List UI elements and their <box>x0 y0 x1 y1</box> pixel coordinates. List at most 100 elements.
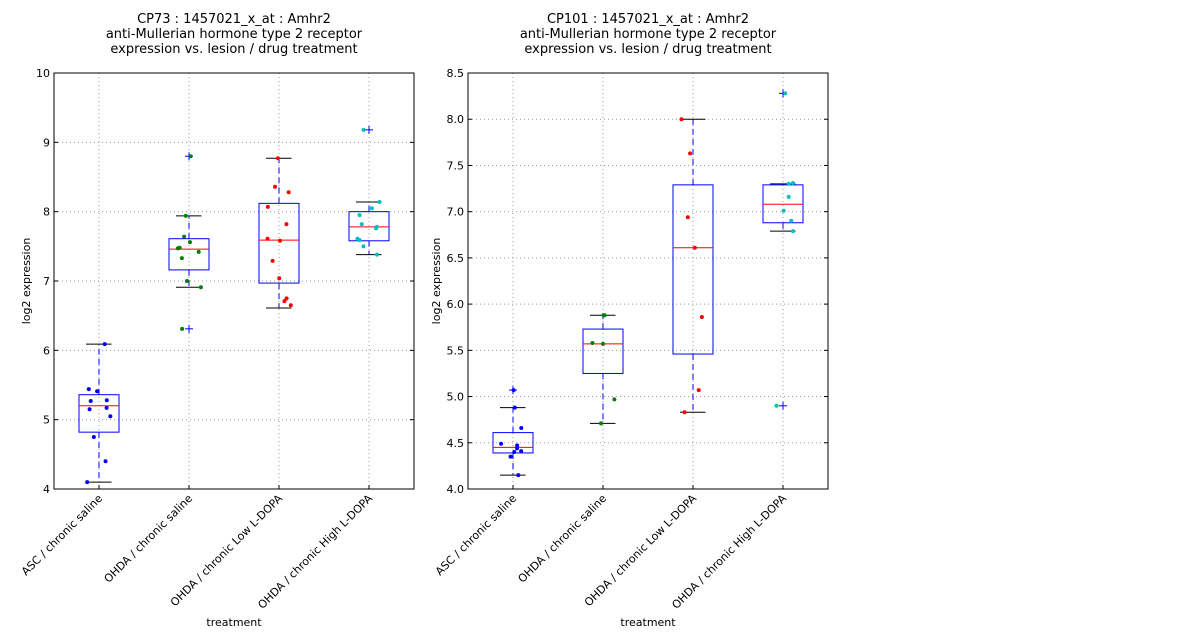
data-point <box>519 425 524 430</box>
y-tick-label: 6.5 <box>447 252 465 265</box>
data-point <box>696 388 701 393</box>
box-iqr <box>258 202 300 284</box>
y-tick-label: 4 <box>43 483 50 496</box>
data-point <box>516 473 521 478</box>
data-point <box>374 252 379 257</box>
data-point <box>361 244 366 249</box>
data-point <box>86 387 91 392</box>
data-point <box>102 342 107 347</box>
data-point <box>783 91 788 96</box>
data-point <box>357 238 362 243</box>
data-point <box>373 226 378 231</box>
box-group <box>78 342 120 485</box>
x-tick-label: OHDA / chronic saline <box>516 492 610 586</box>
chart-title-line: CP73 : 1457021_x_at : Amhr2 <box>137 12 331 27</box>
box-iqr <box>78 394 120 433</box>
y-tick-label: 4.5 <box>447 437 465 450</box>
data-point <box>699 315 704 320</box>
data-point <box>179 256 184 261</box>
data-point <box>774 403 779 408</box>
data-point <box>182 234 187 239</box>
data-point <box>198 285 203 290</box>
data-point <box>273 184 278 189</box>
data-point <box>499 441 504 446</box>
chart-title-line: CP101 : 1457021_x_at : Amhr2 <box>547 12 749 27</box>
data-point <box>612 397 617 402</box>
data-point <box>286 190 291 195</box>
data-point <box>790 229 795 234</box>
data-point <box>196 249 201 254</box>
data-point <box>103 459 108 464</box>
y-tick-label: 6 <box>43 344 50 357</box>
data-point <box>790 181 795 186</box>
data-point <box>277 238 282 243</box>
box-group <box>168 152 210 333</box>
x-axis-label: treatment <box>206 616 262 629</box>
box-group <box>582 313 624 426</box>
data-point <box>688 151 693 156</box>
y-tick-label: 10 <box>36 67 50 80</box>
data-point <box>108 414 113 419</box>
data-point <box>95 389 100 394</box>
data-point <box>786 194 791 199</box>
y-tick-label: 5 <box>43 414 50 427</box>
data-point <box>88 398 93 403</box>
y-tick-label: 7.0 <box>447 206 465 219</box>
data-point <box>786 181 791 186</box>
data-point <box>600 341 605 346</box>
plot-frame <box>53 72 415 490</box>
data-point <box>599 421 604 426</box>
x-tick-label: ASC / chronic saline <box>433 492 519 578</box>
data-point <box>85 480 90 485</box>
data-point <box>104 405 109 410</box>
y-tick-label: 7 <box>43 275 50 288</box>
data-point <box>175 246 180 251</box>
data-point <box>519 449 524 454</box>
box-iqr <box>672 184 714 355</box>
data-point <box>87 407 92 412</box>
box-iqr <box>582 328 624 374</box>
data-point <box>284 296 289 301</box>
data-point <box>682 410 687 415</box>
data-point <box>515 443 520 448</box>
data-point <box>377 199 382 204</box>
y-tick-label: 5.5 <box>447 344 465 357</box>
y-tick-label: 9 <box>43 136 50 149</box>
data-point <box>282 299 287 304</box>
y-tick-label: 8.5 <box>447 67 465 80</box>
y-tick-label: 8 <box>43 206 50 219</box>
data-point <box>369 206 374 211</box>
data-point <box>789 218 794 223</box>
data-point <box>288 303 293 308</box>
chart-title-line: expression vs. lesion / drug treatment <box>524 42 771 57</box>
data-point <box>357 213 362 218</box>
box-group <box>258 156 300 309</box>
y-axis-label: log2 expression <box>430 238 443 325</box>
box-group <box>492 386 534 478</box>
data-point <box>183 213 188 218</box>
data-point <box>188 154 193 159</box>
data-point <box>104 398 109 403</box>
box-group <box>762 89 804 410</box>
y-tick-label: 5.0 <box>447 391 465 404</box>
data-point <box>91 435 96 439</box>
box-iqr <box>348 211 390 242</box>
chart-panel-cp101: CP101 : 1457021_x_at : Amhr2anti-Mulleri… <box>430 12 829 629</box>
data-point <box>359 222 364 227</box>
data-point <box>270 258 275 263</box>
data-point <box>692 245 697 250</box>
data-point <box>284 222 289 227</box>
chart-title-line: anti-Mullerian hormone type 2 receptor <box>520 27 777 42</box>
data-point <box>508 454 513 459</box>
data-point <box>679 117 684 122</box>
data-point <box>277 276 282 281</box>
x-tick-label: OHDA / chronic saline <box>102 492 196 586</box>
data-point <box>602 313 607 318</box>
data-point <box>265 236 270 241</box>
chart-panel-cp73: CP73 : 1457021_x_at : Amhr2anti-Mulleria… <box>19 12 415 629</box>
chart-title-line: expression vs. lesion / drug treatment <box>110 42 357 57</box>
y-tick-label: 7.5 <box>447 159 465 172</box>
box-group <box>348 125 390 257</box>
data-point <box>265 204 270 209</box>
